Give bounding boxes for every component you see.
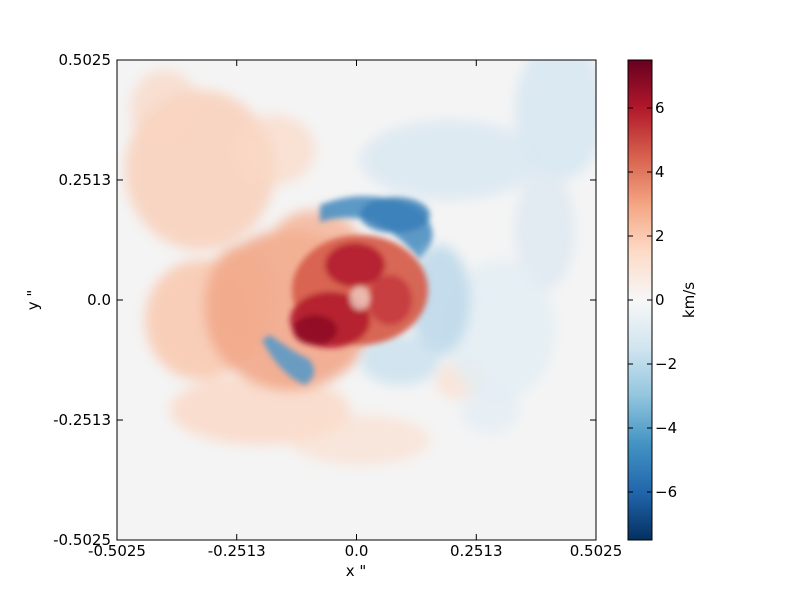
y-tick-label: 0.0 — [87, 291, 111, 309]
red-core — [290, 235, 428, 348]
x-tick-label: -0.5025 — [88, 542, 146, 560]
x-axis-label: x " — [346, 562, 367, 580]
blue-arc-south-west — [262, 335, 314, 385]
colorbar-axis: 6 4 2 0 −2 −4 −6 — [628, 99, 677, 501]
colorbar-tick-label: −2 — [655, 355, 677, 373]
heatmap — [117, 60, 596, 540]
y-tick-label: 0.5025 — [59, 51, 112, 69]
colorbar-label: km/s — [680, 282, 698, 318]
colorbar-tick-label: 2 — [655, 227, 665, 245]
x-tick-label: 0.0 — [345, 542, 369, 560]
colorbar-tick-label: 6 — [655, 99, 665, 117]
y-axis-label: y " — [24, 290, 42, 311]
x-tick-label: -0.2513 — [208, 542, 266, 560]
y-tick-label: -0.2513 — [53, 411, 111, 429]
colorbar-tick-label: −4 — [655, 419, 677, 437]
colorbar-tick-label: 4 — [655, 163, 665, 181]
colorbar-tick-label: 0 — [655, 291, 665, 309]
outer-blue-halo — [360, 60, 596, 435]
y-axis: 0.5025 0.2513 0.0 -0.2513 -0.5025 — [53, 51, 596, 549]
x-axis: -0.5025 -0.2513 0.0 0.2513 0.5025 — [88, 60, 622, 560]
blue-ring-east — [360, 245, 470, 385]
blue-arc-north — [320, 196, 433, 260]
colorbar-tick-label: −6 — [655, 483, 677, 501]
x-tick-label: 0.2513 — [450, 542, 503, 560]
x-tick-label: 0.5025 — [570, 542, 623, 560]
y-tick-label: -0.5025 — [53, 531, 111, 549]
y-tick-label: 0.2513 — [59, 171, 112, 189]
